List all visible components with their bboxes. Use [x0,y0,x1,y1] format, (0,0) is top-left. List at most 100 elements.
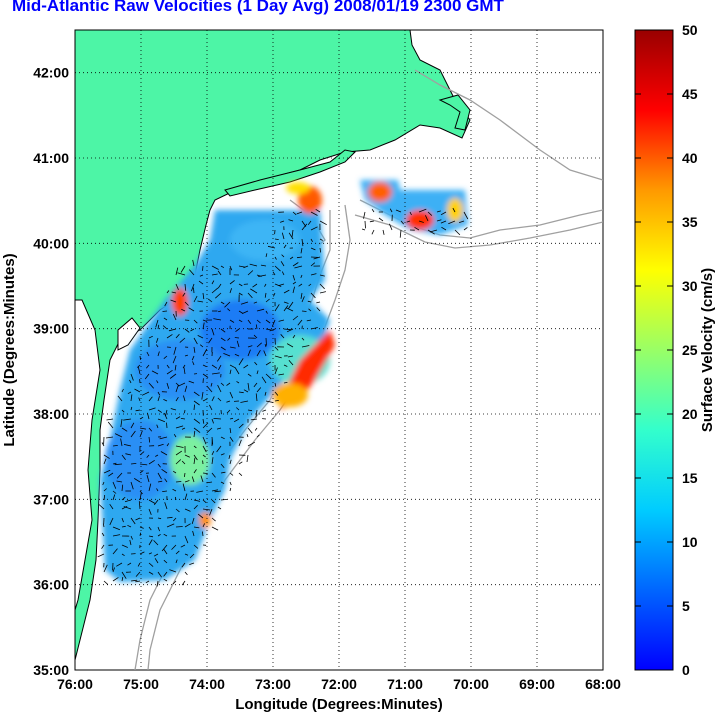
velocity-arrow [220,265,225,269]
velocity-arrow [220,471,226,474]
velocity-arrow [211,328,215,336]
velocity-arrow [211,287,219,294]
velocity-arrow [427,229,435,235]
velocity-arrow [211,364,218,369]
velocity-arrow [130,517,136,525]
velocity-arrow [217,310,222,313]
velocity-arrow [256,342,262,348]
velocity-arrow [310,211,318,216]
chesapeake-bay [75,299,101,611]
velocity-arrow [441,226,447,231]
velocity-arrow [175,385,179,393]
velocity-arrow [378,217,384,222]
velocity-arrow [166,364,170,369]
velocity-arrow [145,364,150,369]
velocity-arrow [193,469,197,474]
velocity-arrow [452,207,456,213]
velocity-arrow [124,499,132,503]
velocity-arrow [361,228,366,231]
velocity-arrow [253,334,258,339]
velocity-arrow [112,548,118,555]
velocity-arrow [180,265,186,273]
velocity-arrow [148,459,155,465]
velocity-arrow [288,219,294,222]
colorbar [634,29,674,671]
velocity-arrow [274,265,281,272]
velocity-arrow [240,301,249,305]
velocity-arrow [156,337,159,343]
velocity-arrow [319,291,326,294]
velocity-arrow [193,404,195,411]
velocity-arrow [141,391,150,396]
velocity-arrow [197,300,204,303]
velocity-arrow [292,281,297,285]
velocity-arrow [166,516,173,519]
velocity-arrow [202,454,206,458]
velocity-arrow [253,382,258,388]
velocity-arrow [175,283,179,290]
velocity-arrow [193,391,200,397]
velocity-arrow [265,253,268,258]
velocity-arrow [148,539,153,546]
velocity-arrow [301,238,304,247]
velocity-arrow [166,422,168,429]
velocity-arrow [121,427,128,432]
velocity-arrow [151,370,159,375]
velocity-arrow [209,404,213,411]
velocity-arrow [202,436,207,445]
velocity-arrow [130,430,136,438]
velocity-arrow [274,367,278,375]
velocity-arrow [121,409,125,413]
x-tick-label: 71:00 [387,676,423,692]
velocity-arrow [164,502,168,510]
velocity-arrow [157,526,160,532]
colorbar-tick-label: 45 [682,86,698,102]
velocity-arrow [247,409,253,412]
velocity-arrow [175,396,179,402]
velocity-arrow [260,264,267,267]
velocity-arrow [173,433,177,438]
velocity-arrow [389,223,393,231]
velocity-arrow [139,430,143,438]
velocity-arrow [139,463,148,466]
velocity-arrow [184,409,186,414]
velocity-arrow [223,353,231,357]
velocity-arrow [217,270,222,276]
velocity-arrow [206,427,213,433]
velocity-arrow [255,393,258,402]
velocity-arrow [202,472,208,474]
velocity-arrow [193,346,196,353]
velocity-arrow [216,445,222,453]
velocity-arrow [130,422,135,429]
velocity-arrow [125,453,132,456]
velocity-arrow [246,454,249,463]
velocity-arrow [226,409,231,414]
velocity-arrow [202,292,205,300]
velocity-arrow [130,373,134,381]
velocity-arrow [175,450,183,456]
velocity-arrow [134,388,141,393]
velocity-arrow [274,304,280,312]
velocity-arrow [298,283,303,287]
velocity-arrow [220,346,226,351]
velocity-arrow [102,481,105,486]
velocity-arrow [133,478,141,483]
velocity-arrow [310,262,316,267]
velocity-arrow [123,418,132,421]
velocity-arrow [216,355,222,362]
colorbar-tick-label: 35 [682,214,698,230]
velocity-arrow [211,517,216,522]
velocity-arrow [292,315,299,321]
velocity-arrow [157,391,161,396]
velocity-arrow [169,569,177,573]
velocity-arrow [202,364,207,367]
velocity-arrow [279,220,285,223]
velocity-arrow [157,395,160,402]
velocity-arrow [172,470,177,474]
velocity-arrow [182,364,186,369]
x-tick-label: 68:00 [585,676,621,692]
velocity-arrow [181,308,186,312]
velocity-arrow [283,301,289,304]
velocity-arrows [97,207,469,587]
velocity-arrow [247,319,252,324]
